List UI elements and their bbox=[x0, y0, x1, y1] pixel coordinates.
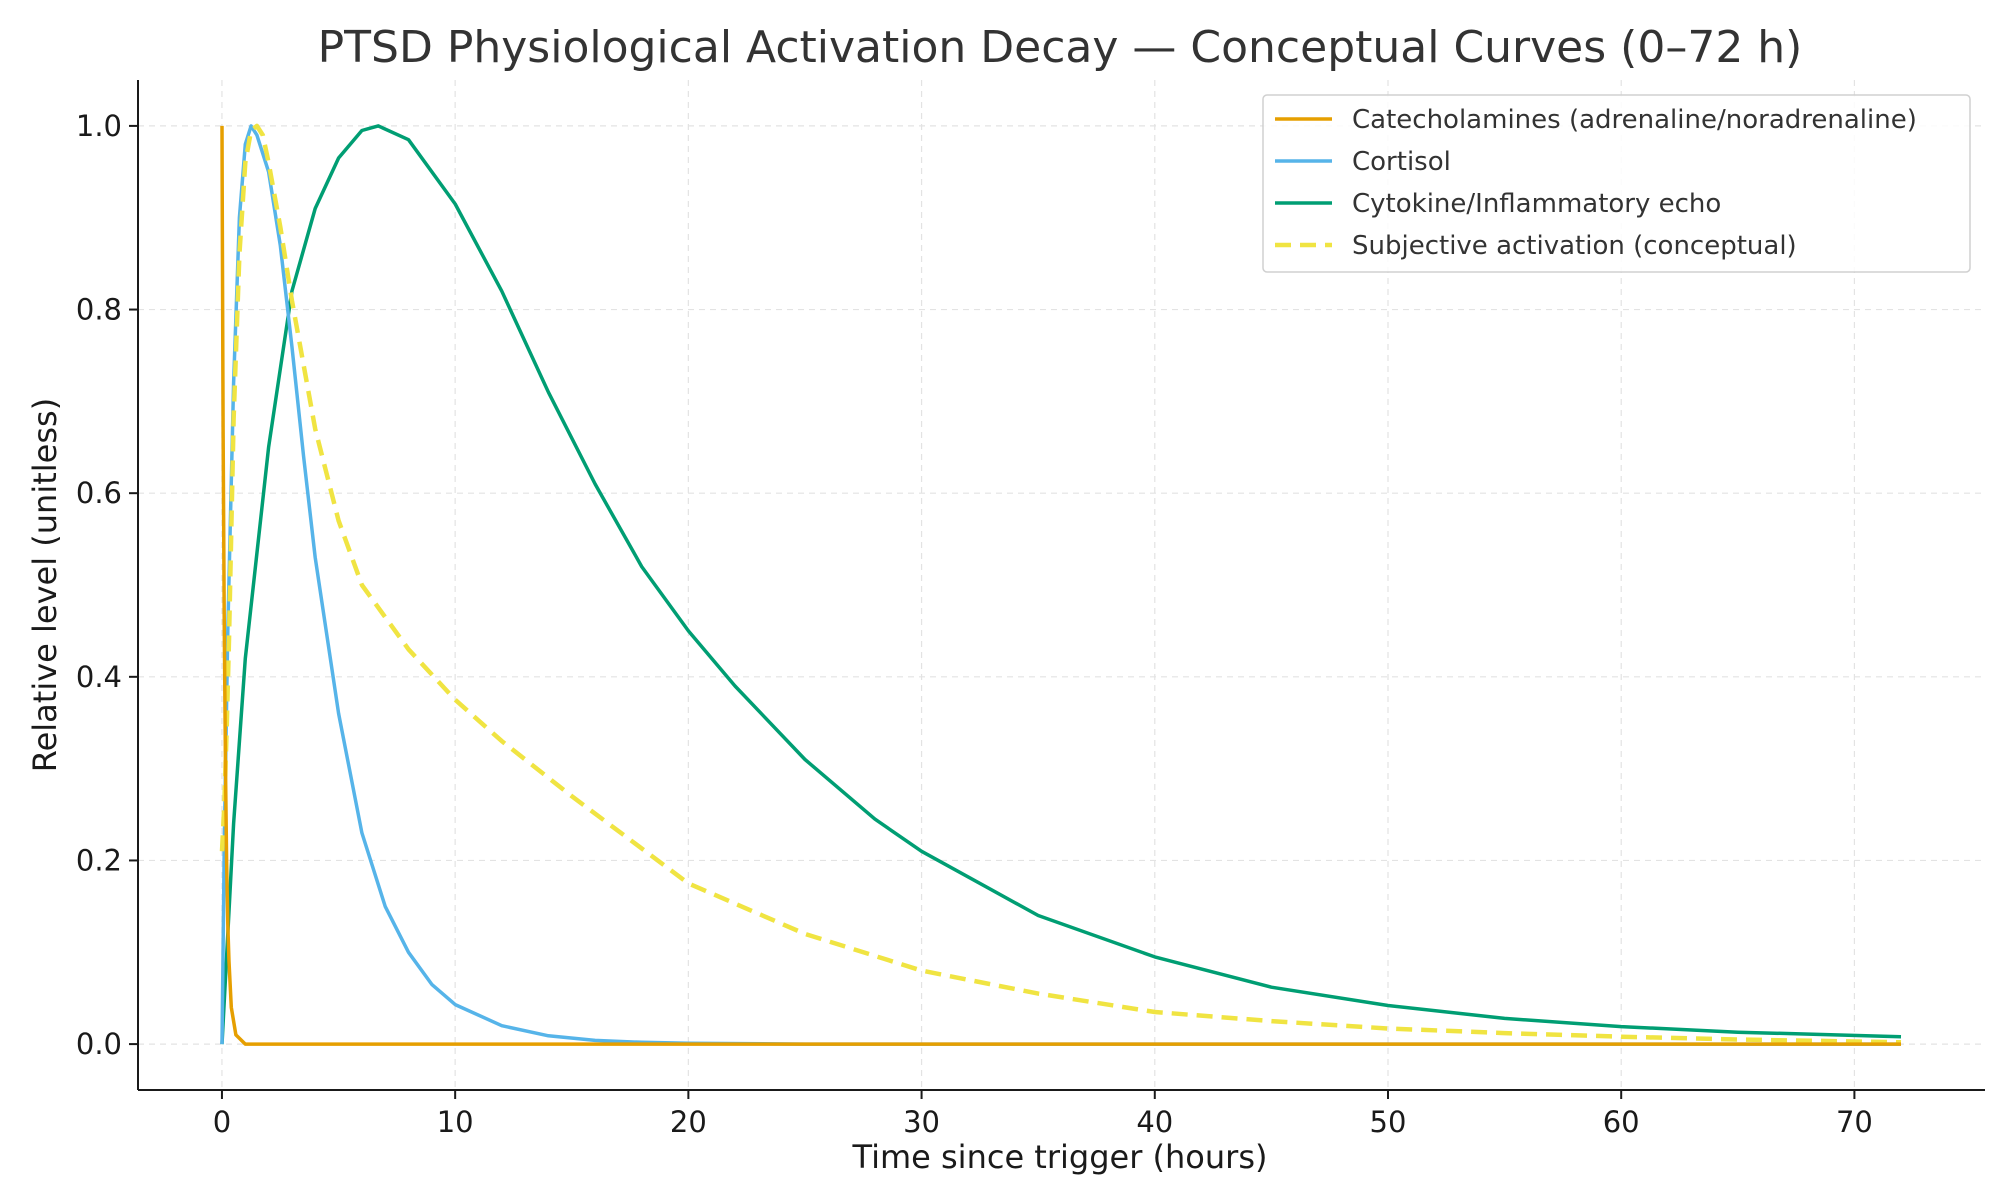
series-lines bbox=[219, 123, 1902, 1046]
legend-label-3: Subjective activation (conceptual) bbox=[1352, 231, 1797, 261]
y-ticks: 0.0 0.2 0.4 0.6 0.8 1.0 bbox=[76, 109, 138, 1061]
x-tick-label-3: 30 bbox=[903, 1105, 940, 1139]
chart-title: PTSD Physiological Activation Decay — Co… bbox=[318, 22, 1803, 73]
x-axis-label: Time since trigger (hours) bbox=[852, 1138, 1268, 1176]
y-tick-label-2: 0.4 bbox=[76, 660, 122, 694]
legend-label-0: Catecholamines (adrenaline/noradrenaline… bbox=[1352, 105, 1917, 135]
legend-label-2: Cytokine/Inflammatory echo bbox=[1352, 189, 1721, 219]
y-tick-label-3: 0.6 bbox=[76, 476, 122, 510]
y-tick-label-0: 0.0 bbox=[76, 1027, 122, 1061]
series-line-2 bbox=[220, 124, 1902, 1045]
x-tick-label-1: 10 bbox=[437, 1105, 474, 1139]
x-tick-label-0: 0 bbox=[213, 1105, 231, 1139]
x-tick-label-6: 60 bbox=[1603, 1105, 1640, 1139]
legend-label-1: Cortisol bbox=[1352, 147, 1451, 177]
y-tick-label-5: 1.0 bbox=[76, 109, 122, 143]
x-ticks: 0 10 20 30 40 50 60 70 bbox=[213, 1090, 1873, 1139]
series-line-3 bbox=[219, 123, 1902, 1045]
series-line-0 bbox=[220, 125, 1901, 1046]
axes bbox=[137, 80, 1985, 1091]
x-tick-label-2: 20 bbox=[670, 1105, 707, 1139]
x-tick-label-7: 70 bbox=[1836, 1105, 1873, 1139]
y-tick-label-4: 0.8 bbox=[76, 293, 122, 327]
legend: Catecholamines (adrenaline/noradrenaline… bbox=[1262, 94, 1971, 273]
legend-frame bbox=[1262, 94, 1971, 273]
y-tick-label-1: 0.2 bbox=[76, 843, 122, 877]
y-axis-label: Relative level (unitless) bbox=[26, 398, 64, 772]
x-tick-label-5: 50 bbox=[1370, 1105, 1407, 1139]
x-tick-label-4: 40 bbox=[1136, 1105, 1173, 1139]
